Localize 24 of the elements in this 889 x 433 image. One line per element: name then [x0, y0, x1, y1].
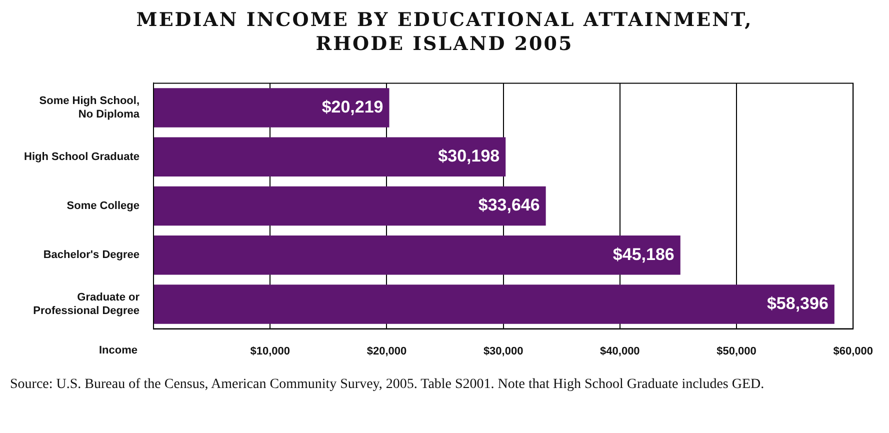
bar — [154, 137, 506, 177]
bar — [154, 88, 390, 128]
y-tick-label: Graduate or Professional Degree — [33, 292, 140, 317]
y-tick-label: Bachelor's Degree — [43, 249, 140, 262]
data-label: $58,396 — [766, 294, 828, 313]
x-tick-label: $30,000 — [483, 345, 524, 358]
x-tick-label: $60,000 — [833, 345, 873, 358]
bar — [154, 186, 546, 226]
source-note: Source: U.S. Bureau of the Census, American Community Survey, 2005. Table S2001. Note that High School Graduate includes GED. — [10, 376, 766, 393]
chart-title: MEDIAN INCOME BY EDUCATIONAL ATTAINMENT, RHODE ISLAND 2005 — [135, 8, 754, 56]
x-tick-label: $50,000 — [716, 345, 756, 358]
y-tick-label: Some High School, No Diploma — [39, 95, 140, 120]
bar — [154, 284, 834, 324]
x-tick-label: $20,000 — [366, 345, 407, 358]
x-tick-label: $40,000 — [600, 345, 640, 358]
x-tick-label: $10,000 — [250, 345, 290, 358]
data-label: $20,219 — [322, 97, 384, 116]
x-axis-title: Income — [98, 344, 138, 356]
data-label: $30,198 — [438, 146, 500, 166]
data-label: $33,646 — [478, 196, 540, 215]
y-tick-label: High School Graduate — [24, 150, 140, 163]
bar — [154, 235, 680, 275]
data-label: $45,186 — [612, 244, 674, 264]
y-tick-label: Some College — [66, 200, 140, 212]
